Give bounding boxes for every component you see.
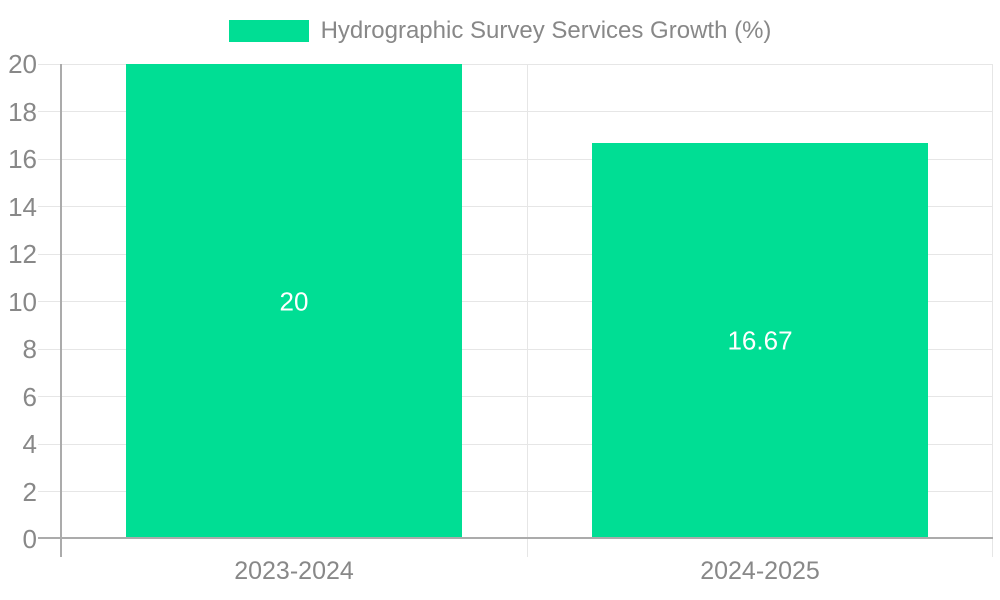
gridline-y <box>38 158 993 160</box>
y-tick-label: 2 <box>22 476 37 507</box>
x-tick-label: 2024-2025 <box>700 557 820 585</box>
y-tick-label: 6 <box>22 381 37 412</box>
bar-value-label: 16.67 <box>727 325 793 356</box>
gridline-y <box>38 111 993 112</box>
y-tick-label: 20 <box>8 49 37 79</box>
y-axis-line <box>60 64 62 557</box>
gridline-y <box>38 253 993 255</box>
gridline-y <box>38 396 993 397</box>
gridline-x <box>991 64 993 557</box>
x-axis-line <box>38 537 993 539</box>
gridline-y <box>38 443 993 445</box>
y-tick-label: 18 <box>8 96 37 127</box>
bar <box>126 64 462 539</box>
gridline-y <box>38 63 993 65</box>
y-tick-label: 12 <box>8 239 37 269</box>
chart-legend[interactable]: Hydrographic Survey Services Growth (%) <box>0 16 1000 46</box>
y-axis-labels: 0 2 4 6 8 10 12 14 16 18 20 <box>0 0 37 600</box>
gridline-y <box>38 491 993 492</box>
y-tick-label: 8 <box>22 334 37 364</box>
y-tick-label: 0 <box>22 524 37 554</box>
plot-area: 20 16.67 <box>38 63 993 557</box>
gridline-y <box>38 301 993 302</box>
bar <box>592 143 928 539</box>
gridline-y <box>38 206 993 207</box>
x-tick-label: 2023-2024 <box>234 557 354 585</box>
gridline-y <box>38 348 993 350</box>
gridline-x <box>526 64 528 557</box>
bar-value-label: 20 <box>279 286 309 316</box>
legend-swatch <box>228 20 309 42</box>
y-tick-label: 4 <box>22 429 37 459</box>
legend-label: Hydrographic Survey Services Growth (%) <box>320 17 772 44</box>
y-tick-label: 14 <box>8 191 37 222</box>
y-tick-label: 10 <box>8 286 37 317</box>
y-tick-label: 16 <box>8 144 37 174</box>
